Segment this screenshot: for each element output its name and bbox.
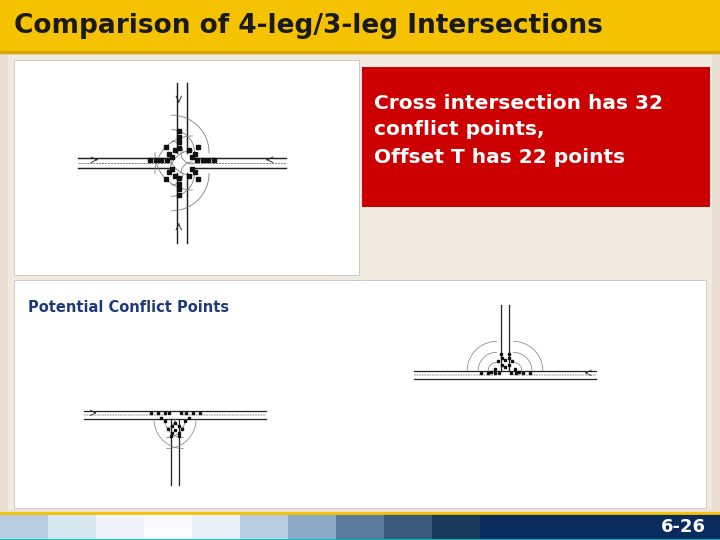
Bar — [288, 513, 336, 540]
Bar — [362, 67, 710, 207]
Bar — [432, 513, 480, 540]
Bar — [0, 513, 48, 540]
Bar — [336, 513, 384, 540]
Bar — [240, 513, 288, 540]
Bar — [0, 0, 720, 52]
Text: 6-26: 6-26 — [661, 517, 706, 536]
Bar — [384, 513, 432, 540]
Bar — [14, 60, 359, 275]
Text: Offset T has 22 points: Offset T has 22 points — [374, 148, 625, 167]
Text: Cross intersection has 32: Cross intersection has 32 — [374, 94, 663, 113]
Bar — [48, 513, 96, 540]
Text: conflict points,: conflict points, — [374, 120, 544, 139]
Bar — [8, 55, 712, 510]
Bar — [144, 513, 192, 540]
Bar — [192, 513, 240, 540]
Bar — [14, 280, 706, 508]
Text: Potential Conflict Points: Potential Conflict Points — [28, 300, 229, 315]
Bar — [0, 513, 720, 540]
Text: Comparison of 4-leg/3-leg Intersections: Comparison of 4-leg/3-leg Intersections — [14, 13, 603, 39]
Bar — [96, 513, 144, 540]
